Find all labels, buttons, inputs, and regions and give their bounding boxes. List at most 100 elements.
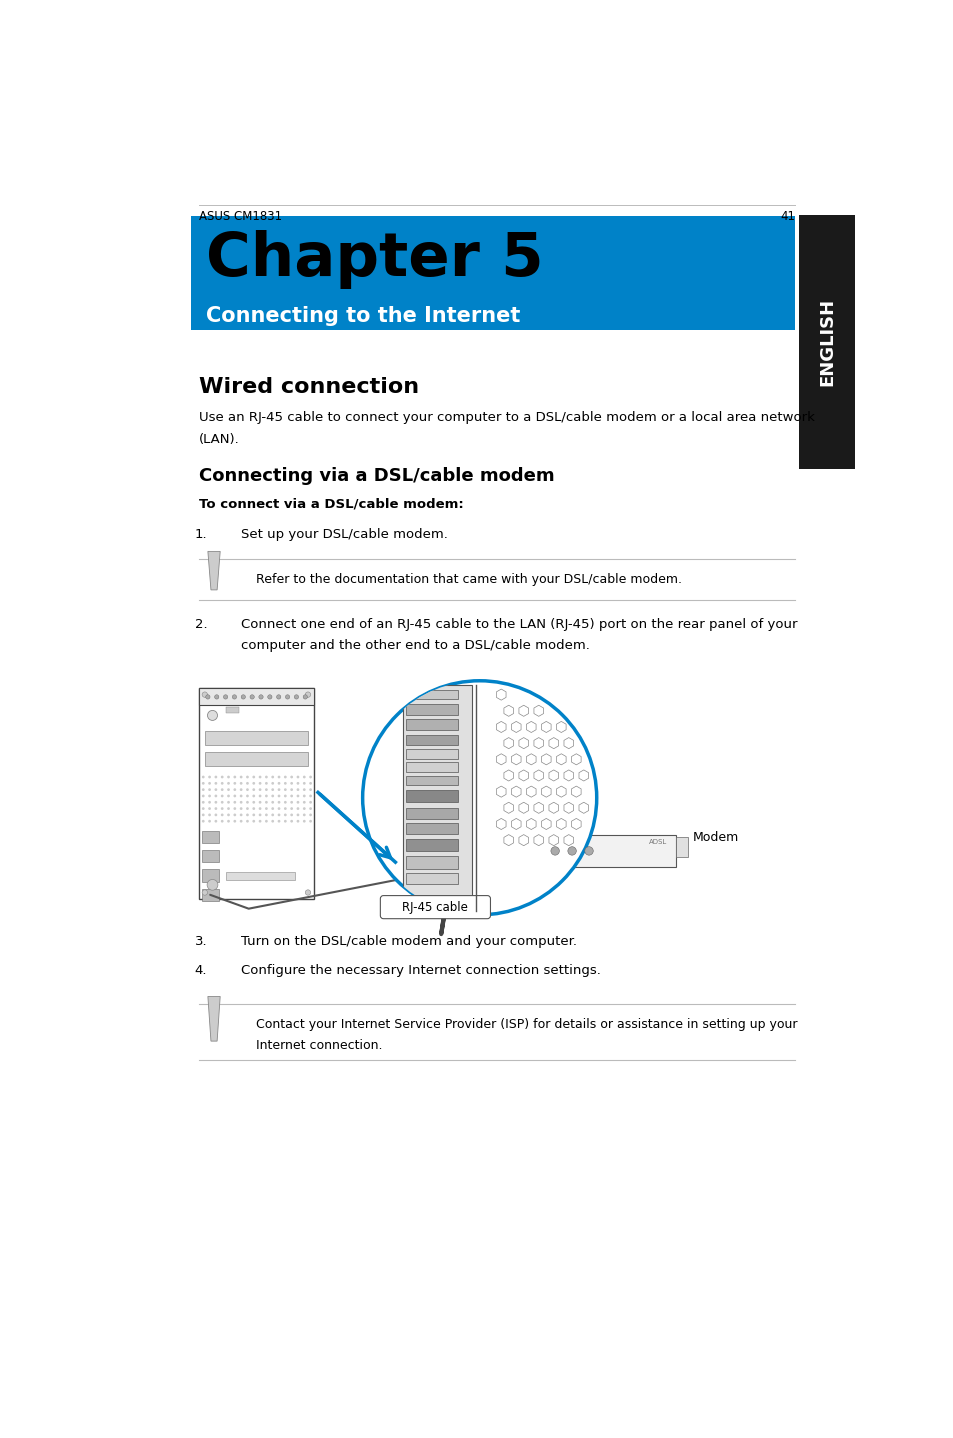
Polygon shape — [548, 738, 558, 749]
Text: Connecting to the Internet: Connecting to the Internet — [206, 306, 520, 326]
Text: Contact your Internet Service Provider (ISP) for details or assistance in settin: Contact your Internet Service Provider (… — [256, 1018, 797, 1031]
Polygon shape — [503, 738, 513, 749]
Circle shape — [202, 782, 205, 785]
Polygon shape — [518, 769, 528, 781]
Polygon shape — [534, 705, 543, 716]
Circle shape — [265, 820, 268, 823]
Bar — [405, 777, 457, 785]
Circle shape — [233, 795, 236, 797]
Circle shape — [265, 782, 268, 785]
Polygon shape — [548, 834, 558, 846]
Polygon shape — [541, 754, 551, 765]
Circle shape — [220, 775, 223, 778]
Bar — [405, 823, 457, 834]
Circle shape — [246, 782, 249, 785]
Circle shape — [214, 807, 217, 810]
Polygon shape — [518, 802, 528, 814]
Circle shape — [239, 795, 242, 797]
Circle shape — [227, 820, 230, 823]
Circle shape — [223, 695, 228, 699]
Circle shape — [258, 814, 261, 817]
Circle shape — [246, 820, 249, 823]
Bar — [405, 873, 457, 884]
Circle shape — [202, 795, 205, 797]
Circle shape — [220, 814, 223, 817]
Circle shape — [208, 814, 211, 817]
Circle shape — [290, 788, 293, 791]
Circle shape — [202, 775, 205, 778]
Circle shape — [265, 814, 268, 817]
Text: RJ-45 cable: RJ-45 cable — [401, 900, 468, 913]
Circle shape — [202, 692, 207, 697]
Circle shape — [214, 801, 217, 804]
Text: 1.: 1. — [194, 528, 207, 541]
Polygon shape — [571, 754, 580, 765]
Circle shape — [220, 795, 223, 797]
Polygon shape — [496, 818, 505, 830]
Bar — [405, 808, 457, 818]
Circle shape — [208, 795, 211, 797]
Polygon shape — [496, 787, 505, 797]
Circle shape — [227, 807, 230, 810]
Circle shape — [302, 775, 305, 778]
Polygon shape — [208, 997, 220, 1041]
Circle shape — [246, 775, 249, 778]
Circle shape — [208, 775, 211, 778]
Circle shape — [303, 695, 307, 699]
Polygon shape — [526, 722, 536, 732]
Polygon shape — [526, 787, 536, 797]
Bar — [202, 889, 219, 902]
Circle shape — [239, 820, 242, 823]
Circle shape — [277, 814, 280, 817]
Circle shape — [290, 775, 293, 778]
Circle shape — [296, 807, 299, 810]
Polygon shape — [563, 769, 573, 781]
Circle shape — [227, 782, 230, 785]
Circle shape — [302, 820, 305, 823]
Circle shape — [239, 775, 242, 778]
Polygon shape — [503, 834, 513, 846]
Text: Turn on the DSL/cable modem and your computer.: Turn on the DSL/cable modem and your com… — [241, 935, 577, 948]
Polygon shape — [518, 834, 528, 846]
Circle shape — [265, 795, 268, 797]
Circle shape — [227, 795, 230, 797]
Circle shape — [296, 795, 299, 797]
Circle shape — [208, 782, 211, 785]
Circle shape — [258, 795, 261, 797]
Circle shape — [227, 801, 230, 804]
Bar — [676, 837, 687, 857]
Circle shape — [233, 801, 236, 804]
Text: ENGLISH: ENGLISH — [817, 298, 835, 385]
Circle shape — [271, 801, 274, 804]
Circle shape — [214, 814, 217, 817]
Circle shape — [233, 782, 236, 785]
Polygon shape — [556, 787, 565, 797]
Circle shape — [253, 782, 254, 785]
Polygon shape — [578, 802, 588, 814]
Circle shape — [265, 801, 268, 804]
Circle shape — [277, 782, 280, 785]
Circle shape — [202, 801, 205, 804]
Circle shape — [239, 801, 242, 804]
Circle shape — [214, 795, 217, 797]
Bar — [225, 707, 239, 713]
Polygon shape — [556, 754, 565, 765]
Polygon shape — [571, 818, 580, 830]
Bar — [405, 749, 457, 759]
Circle shape — [290, 782, 293, 785]
Bar — [405, 838, 457, 851]
Circle shape — [296, 775, 299, 778]
Polygon shape — [541, 818, 551, 830]
Circle shape — [258, 807, 261, 810]
Polygon shape — [548, 769, 558, 781]
Circle shape — [214, 820, 217, 823]
Circle shape — [302, 795, 305, 797]
Circle shape — [253, 795, 254, 797]
Bar — [405, 719, 457, 731]
Bar — [191, 217, 795, 331]
Text: Connect one end of an RJ-45 cable to the LAN (RJ-45) port on the rear panel of y: Connect one end of an RJ-45 cable to the… — [241, 617, 797, 631]
Circle shape — [233, 807, 236, 810]
Polygon shape — [556, 722, 565, 732]
Circle shape — [246, 814, 249, 817]
Circle shape — [284, 801, 287, 804]
